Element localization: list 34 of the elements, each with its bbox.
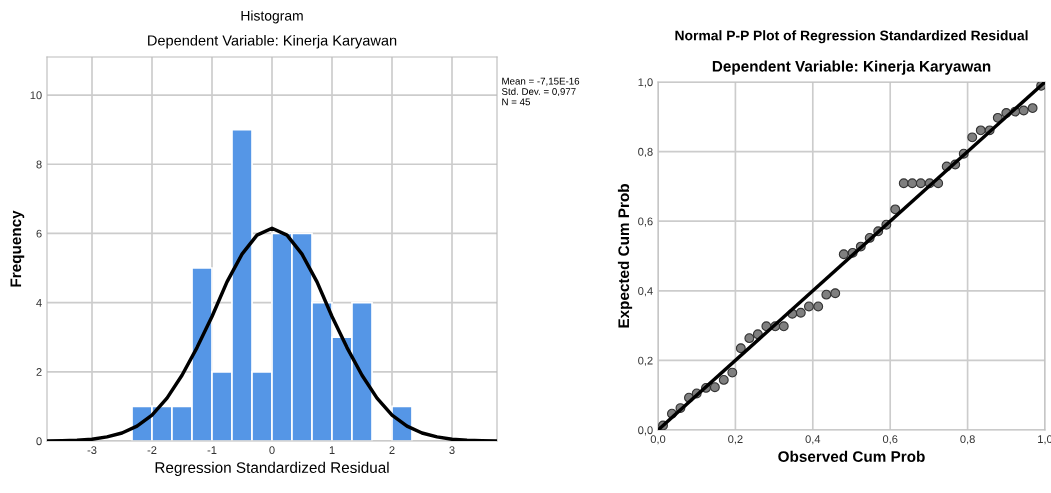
x-tick-label: 1 [329, 446, 335, 454]
x-tick-label: 0,4 [805, 435, 821, 445]
y-tick-label: 0,2 [638, 356, 653, 366]
chart-subtitle: Dependent Variable: Kinerja Karyawan [148, 34, 397, 49]
y-tick-label: 10 [30, 91, 42, 100]
x-tick-label: -1 [207, 446, 217, 454]
x-tick-label: 0,6 [882, 435, 898, 445]
x-tick-label: 0,0 [650, 435, 666, 445]
y-tick-label: 2 [36, 368, 42, 376]
y-tick-label: 0,6 [638, 217, 653, 227]
x-tick-label: -3 [87, 446, 97, 455]
y-tick-label: 8 [36, 160, 42, 169]
x-tick-label: -2 [147, 446, 157, 454]
chart-title: Normal P-P Plot of Regression Standardized Residual [675, 30, 1028, 44]
y-tick-label: 4 [36, 299, 42, 307]
x-tick-label: 2 [389, 446, 395, 454]
x-axis-title: Regression Standardized Residual [155, 461, 389, 477]
x-tick-label: 0,8 [960, 435, 975, 445]
text: Std. Dev. = 0,977 [501, 87, 576, 97]
x-tick-label: 0,2 [728, 435, 743, 445]
x-axis-title: Observed Cum Prob [778, 450, 925, 462]
y-axis-title: Frequency [10, 210, 25, 287]
y-tick-label: 0,0 [638, 426, 653, 436]
y-axis-title: Expected Cum Prob [617, 184, 633, 328]
text: N = 45 [502, 98, 531, 106]
chart-subtitle: Dependent Variable: Kinerja Karyawan [712, 60, 991, 75]
x-tick-label: 3 [449, 446, 455, 455]
y-tick-label: 1,0 [638, 78, 653, 88]
y-tick-label: 6 [36, 229, 42, 238]
x-tick-label: 0 [269, 446, 275, 455]
text: Mean = -7,15E-16 [502, 77, 580, 86]
y-tick-label: 0,8 [638, 147, 653, 158]
y-tick-label: 0,4 [638, 287, 653, 297]
chart-title: Histogram [241, 10, 303, 24]
